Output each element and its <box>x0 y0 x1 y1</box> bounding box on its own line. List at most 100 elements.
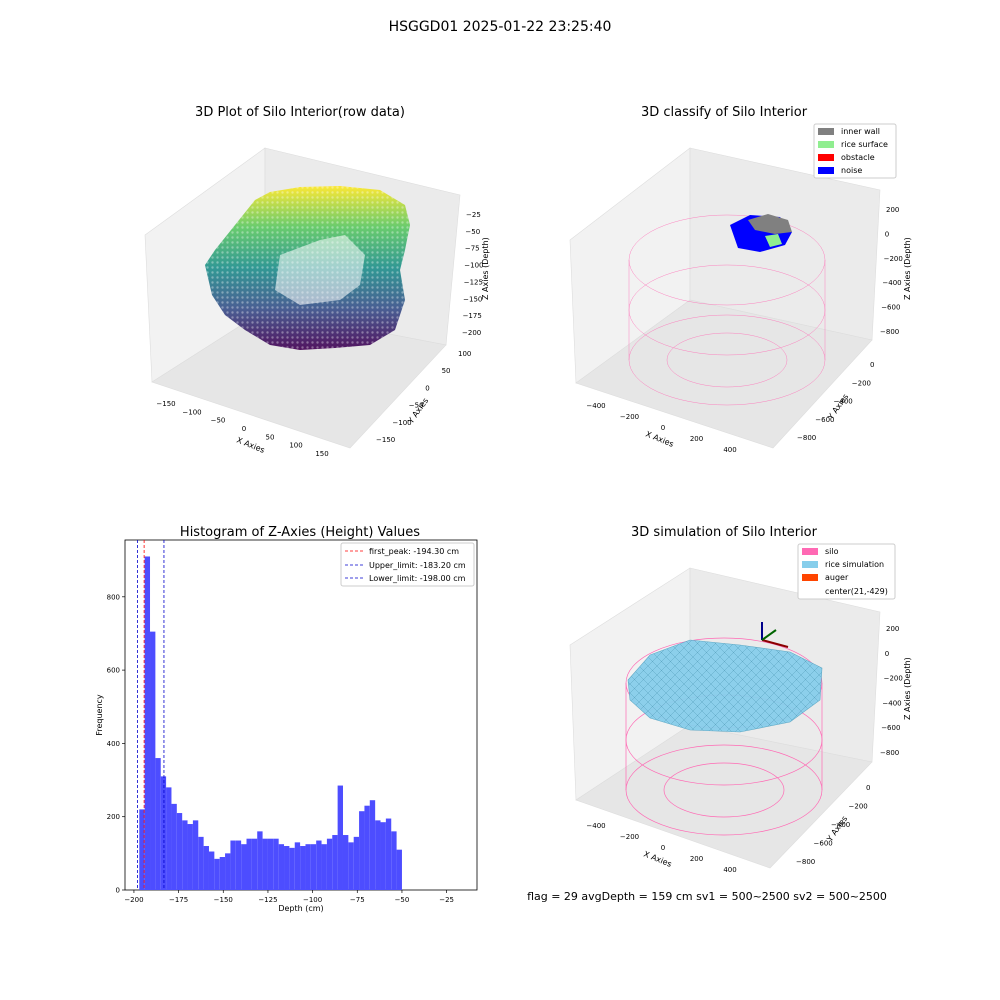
hist-y-ticks: 0 200 400 600 800 <box>107 593 125 895</box>
raw-y-tick: 100 <box>458 350 471 358</box>
legend-swatch-rice-simulation <box>802 561 818 568</box>
legend-swatch-silo <box>802 548 818 555</box>
raw-z-label: Z Axies (Depth) <box>481 237 490 300</box>
hist-bar <box>375 820 381 890</box>
hist-vlines <box>137 540 165 890</box>
classify-z-tick: −200 <box>884 255 903 263</box>
classify-legend-frame <box>813 123 897 179</box>
raw-z-tick: −150 <box>463 295 482 303</box>
hist-bar <box>241 844 247 890</box>
hist-x-tick: −50 <box>395 896 410 904</box>
sim-z-axis: Z Axies (Depth) <box>903 657 912 720</box>
hist-bar <box>139 809 145 890</box>
sim-z-tick: −800 <box>880 749 899 757</box>
sim-legend: silo rice simulation auger center(21,-42… <box>797 543 896 600</box>
classify-x-label: X Axies <box>644 430 675 449</box>
raw-y-tick: −100 <box>392 419 411 427</box>
hist-title: Histogram of Z-Axies (Height) Values <box>180 525 420 540</box>
hist-bar <box>160 776 167 890</box>
hist-bar <box>155 758 161 890</box>
hist-bar <box>300 846 306 890</box>
legend-swatch-noise <box>818 167 834 174</box>
classify-x-tick: 400 <box>723 446 736 454</box>
panel-simulation: 3D simulation of Silo Interior silo rice… <box>569 525 912 869</box>
sim-y-tick: 0 <box>866 784 870 792</box>
raw-z-axis: Z Axies (Depth) <box>481 237 490 300</box>
sim-y-tick: −600 <box>814 840 833 848</box>
hist-x-tick: −175 <box>169 896 188 904</box>
sim-rice-surface <box>627 639 823 733</box>
hist-bar <box>192 820 199 890</box>
hist-bar <box>230 840 236 890</box>
classify-y-tick: −600 <box>815 416 834 424</box>
classify-silo-wireframe <box>628 214 826 406</box>
hist-y-label: Frequency <box>95 694 104 736</box>
sim-x-tick: 0 <box>661 844 665 852</box>
hist-bar <box>289 847 295 890</box>
sim-legend-frame <box>797 543 896 600</box>
raw-x-label: X Axies <box>235 436 266 455</box>
classify-y-tick: −200 <box>852 379 871 387</box>
classify-inner-wall-points <box>748 214 792 234</box>
hist-bar <box>182 820 188 890</box>
legend-obstacle: obstacle <box>841 153 875 162</box>
classify-x-tick: 0 <box>661 424 665 432</box>
hist-bar <box>251 838 258 890</box>
hist-bar <box>176 813 183 890</box>
raw-z-tick: −175 <box>463 312 482 320</box>
legend-rice-simulation: rice simulation <box>825 560 884 569</box>
hist-bar <box>219 857 226 890</box>
hist-bar <box>257 831 263 890</box>
hist-x-label: Depth (cm) <box>278 904 323 913</box>
hist-bar <box>305 844 311 890</box>
hist-bar <box>187 824 193 890</box>
legend-swatch-rice-surface <box>818 141 834 148</box>
suptitle: HSGGD01 2025-01-22 23:25:40 <box>389 19 612 35</box>
hist-bar <box>316 840 322 890</box>
hist-bar <box>294 842 301 890</box>
hist-x-tick: −125 <box>258 896 277 904</box>
hist-bar <box>396 849 402 890</box>
classify-z-tick: 200 <box>886 206 899 214</box>
hist-bar <box>348 842 354 890</box>
legend-swatch-inner-wall <box>818 128 834 135</box>
hist-bar <box>391 831 397 890</box>
raw-z-tick: −125 <box>464 278 483 286</box>
legend-silo: silo <box>825 547 839 556</box>
hist-bar <box>326 838 333 890</box>
sim-x-tick: −400 <box>586 822 605 830</box>
classify-z-tick: 0 <box>885 230 889 238</box>
legend-rice-surface: rice surface <box>841 140 888 149</box>
hist-bar <box>246 838 252 890</box>
hist-legend: first_peak: -194.30 cm Upper_limit: -183… <box>340 542 475 587</box>
hist-bar <box>150 631 156 890</box>
hist-bar <box>364 805 370 890</box>
classify-silo-inner <box>666 332 788 388</box>
hist-y-tick: 0 <box>116 887 120 895</box>
hist-bar <box>359 811 365 890</box>
raw-x-tick: −150 <box>156 400 175 408</box>
raw-y-tick: 50 <box>442 367 451 375</box>
hist-bar <box>225 853 231 890</box>
hist-y-tick: 600 <box>107 667 120 675</box>
hist-legend-first-peak: first_peak: -194.30 cm <box>369 547 459 556</box>
hist-bar <box>332 835 338 890</box>
panel-classify: 3D classify of Silo Interior inner wall … <box>569 105 912 449</box>
hist-bar <box>353 836 360 890</box>
sim-x-tick: −200 <box>620 833 639 841</box>
hist-bar <box>198 836 204 890</box>
sim-y-tick: −200 <box>849 803 868 811</box>
sim-x-tick: 400 <box>723 866 736 874</box>
sim-x-label: X Axies <box>642 850 673 869</box>
hist-bar <box>203 846 209 890</box>
hist-bar <box>321 844 327 890</box>
sim-y-tick: −800 <box>796 858 815 866</box>
hist-y-tick: 800 <box>107 593 120 601</box>
classify-x-tick: −200 <box>620 413 639 421</box>
classify-x-tick: −400 <box>586 402 605 410</box>
classify-x-axis: X Axies <box>644 430 675 449</box>
classify-y-tick: −400 <box>834 398 853 406</box>
hist-bar <box>214 858 220 890</box>
raw-point-cloud <box>205 186 410 350</box>
raw-pane-floor <box>151 309 447 449</box>
